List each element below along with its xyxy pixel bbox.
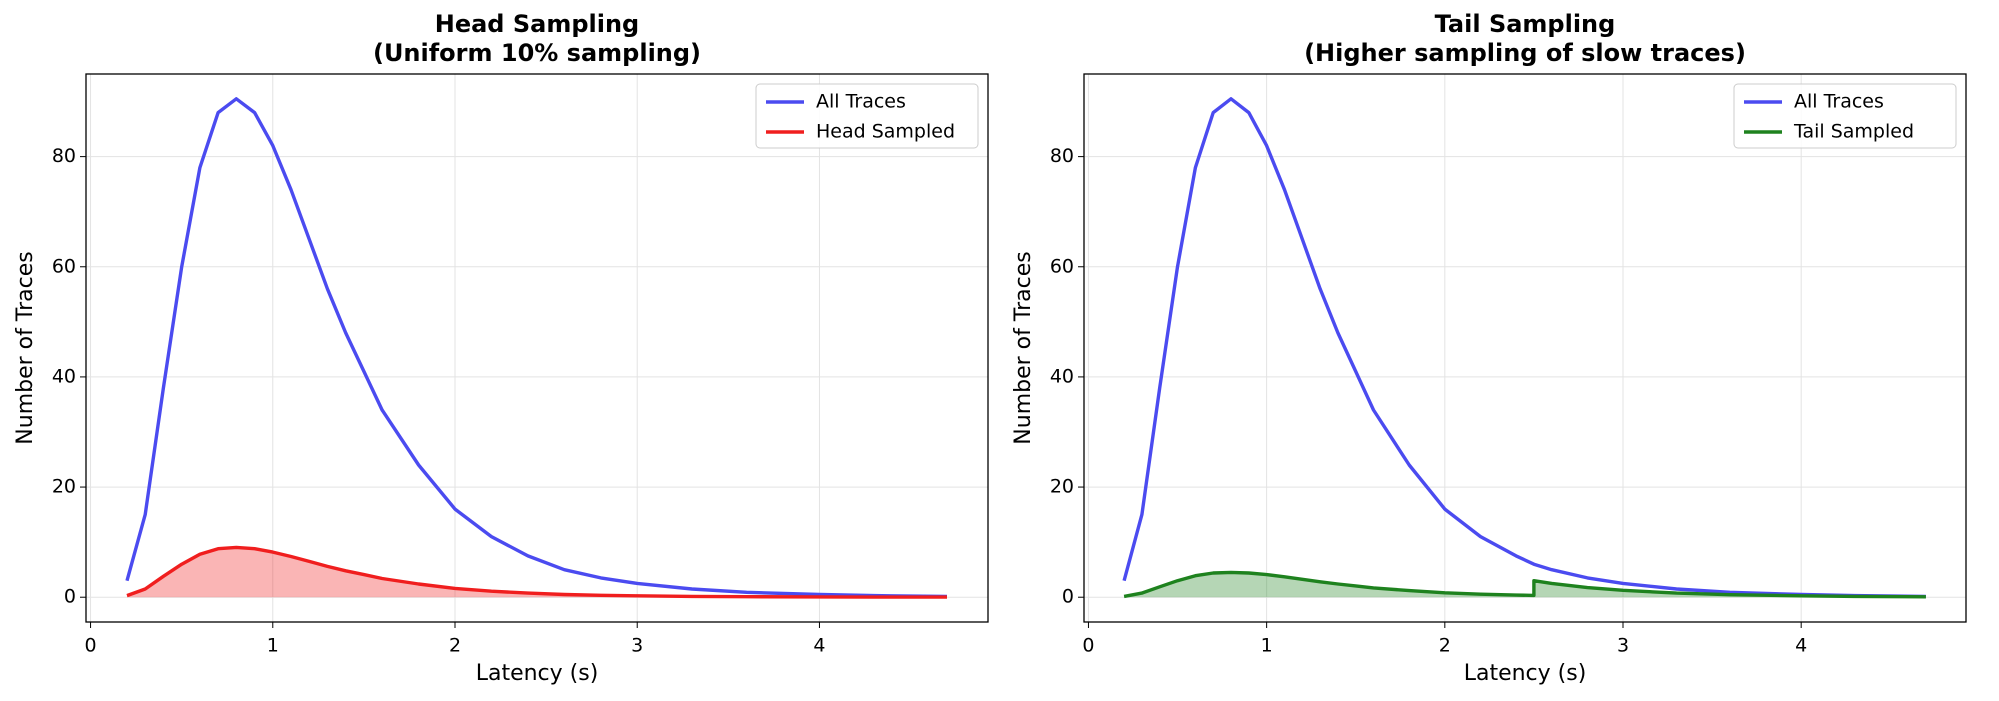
chart-title: (Higher sampling of slow traces) xyxy=(1304,39,1746,67)
x-tick-label: 2 xyxy=(449,635,461,657)
chart-title: Head Sampling xyxy=(435,10,639,38)
legend-label: All Traces xyxy=(816,91,906,113)
x-tick-label: 2 xyxy=(1439,635,1451,657)
y-tick-label: 40 xyxy=(1050,365,1074,387)
y-tick-label: 40 xyxy=(52,365,76,387)
x-axis-label: Latency (s) xyxy=(1464,661,1587,686)
y-tick-label: 20 xyxy=(52,476,76,498)
y-tick-label: 80 xyxy=(52,145,76,167)
plot-frame xyxy=(85,73,989,623)
line xyxy=(1123,570,1926,599)
x-tick-label: 4 xyxy=(813,635,825,657)
y-tick-label: 80 xyxy=(1050,145,1074,167)
x-tick-label: 3 xyxy=(1617,635,1629,657)
x-tick-label: 3 xyxy=(631,635,643,657)
legend-box xyxy=(755,83,979,149)
line xyxy=(125,97,948,599)
y-tick-label: 0 xyxy=(1062,586,1074,608)
x-tick-label: 1 xyxy=(267,635,279,657)
chart-title: Tail Sampling xyxy=(1435,10,1616,38)
area xyxy=(1124,572,1926,598)
y-tick-label: 20 xyxy=(1050,476,1074,498)
legend-label: All Traces xyxy=(1794,91,1884,113)
y-tick-label: 60 xyxy=(52,255,76,277)
line xyxy=(126,545,947,599)
x-tick-label: 0 xyxy=(85,635,97,657)
y-axis-label: Number of Traces xyxy=(1011,251,1036,444)
y-tick-label: 60 xyxy=(1050,255,1074,277)
line xyxy=(1122,97,1926,599)
x-tick-label: 0 xyxy=(1082,635,1094,657)
legend-label: Tail Sampled xyxy=(1793,121,1914,143)
area xyxy=(127,547,947,598)
y-axis-label: Number of Traces xyxy=(13,251,38,444)
plot-frame xyxy=(1083,73,1967,623)
y-tick-label: 0 xyxy=(64,586,76,608)
legend-box xyxy=(1733,83,1957,149)
x-axis-label: Latency (s) xyxy=(476,661,599,686)
legend-label: Head Sampled xyxy=(816,121,955,143)
x-tick-label: 4 xyxy=(1795,635,1807,657)
x-tick-label: 1 xyxy=(1261,635,1273,657)
chart-title: (Uniform 10% sampling) xyxy=(373,39,701,67)
